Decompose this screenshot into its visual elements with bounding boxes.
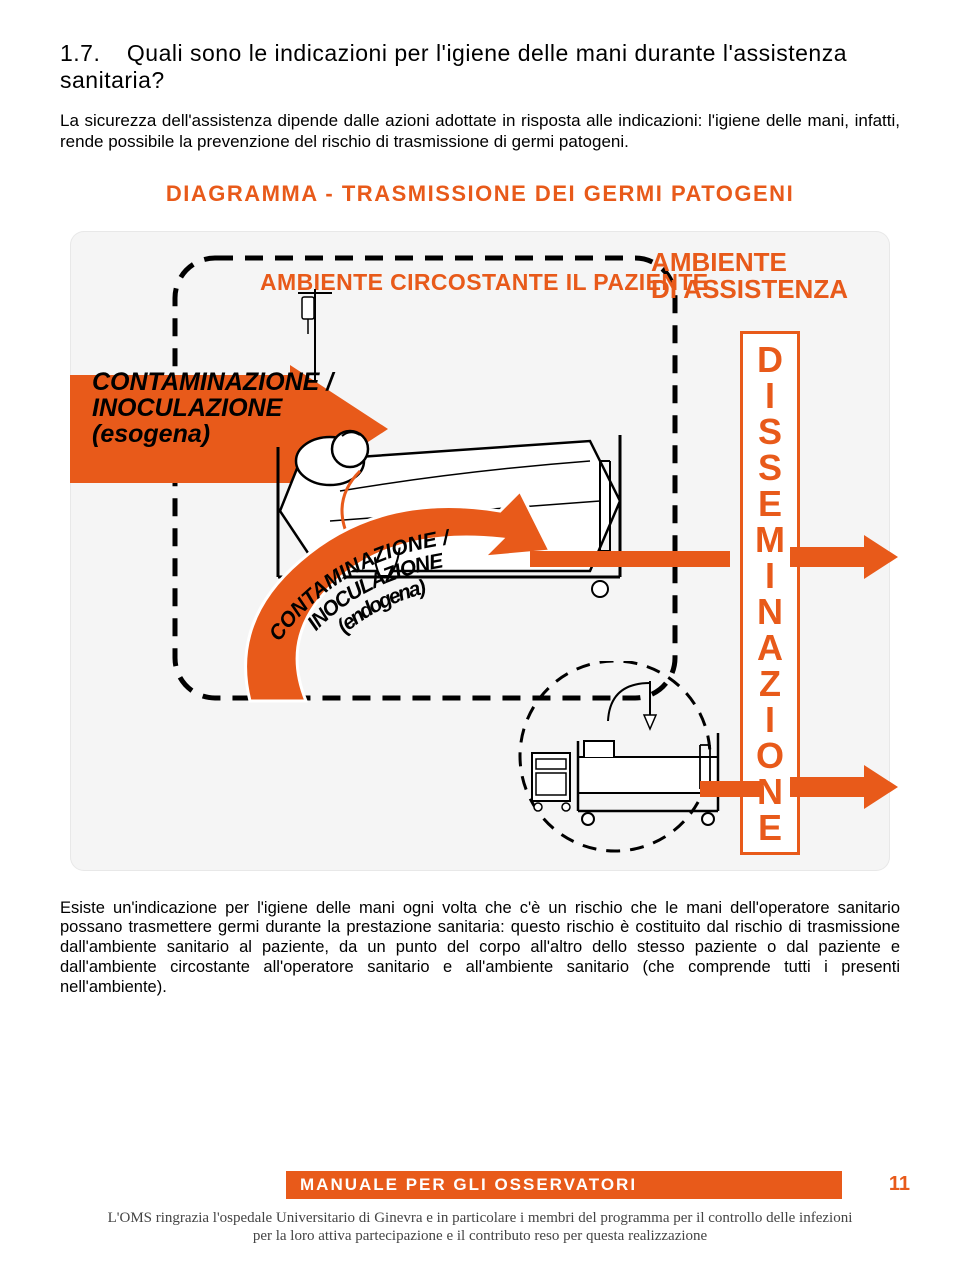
dissem-letter: I [765, 378, 775, 414]
output-arrow-1 [790, 531, 900, 583]
footer-credit-line2: per la loro attiva partecipazione e il c… [253, 1228, 707, 1244]
page-footer: MANUALE PER GLI OSSERVATORI 11 L'OMS rin… [0, 1171, 960, 1247]
diagram-title: DIAGRAMMA - TRASMISSIONE DEI GERMI PATOG… [60, 181, 900, 207]
long-arrow-2 [700, 771, 760, 807]
dissem-letter: S [758, 414, 782, 450]
dissem-letter: N [757, 594, 783, 630]
diagram-panel: AMBIENTE CIRCOSTANTE IL PAZIENTE AMBIENT… [70, 231, 890, 871]
dissem-letter: S [758, 450, 782, 486]
footer-credit-line1: L'OMS ringrazia l'ospedale Universitario… [108, 1210, 853, 1226]
dissem-letter: M [755, 522, 785, 558]
dissem-letter: A [757, 630, 783, 666]
dissem-letter: D [757, 342, 783, 378]
long-arrow-1 [530, 541, 750, 577]
output-arrow-2 [790, 761, 900, 813]
section-title: Quali sono le indicazioni per l'igiene d… [60, 40, 847, 93]
dissem-letter: N [757, 774, 783, 810]
dissem-letter: E [758, 486, 782, 522]
dissem-letter: E [758, 810, 782, 846]
section-heading: 1.7. Quali sono le indicazioni per l'igi… [60, 40, 900, 94]
second-bed-group [500, 661, 740, 876]
care-zone-label: AMBIENTE DI ASSISTENZA [651, 249, 848, 304]
footer-page-number: 11 [889, 1171, 910, 1199]
body-paragraph: Esiste un'indicazione per l'igiene delle… [60, 899, 900, 998]
intro-paragraph: La sicurezza dell'assistenza dipende dal… [60, 110, 900, 153]
section-number: 1.7. [60, 40, 120, 67]
dissem-letter: O [756, 738, 784, 774]
care-zone-label-text: AMBIENTE DI ASSISTENZA [651, 247, 848, 304]
dissem-letter: I [765, 702, 775, 738]
dissem-letter: I [765, 558, 775, 594]
footer-bar-label: MANUALE PER GLI OSSERVATORI [286, 1171, 842, 1199]
footer-credit: L'OMS ringrazia l'ospedale Universitario… [0, 1209, 960, 1247]
dissem-letter: Z [759, 666, 781, 702]
